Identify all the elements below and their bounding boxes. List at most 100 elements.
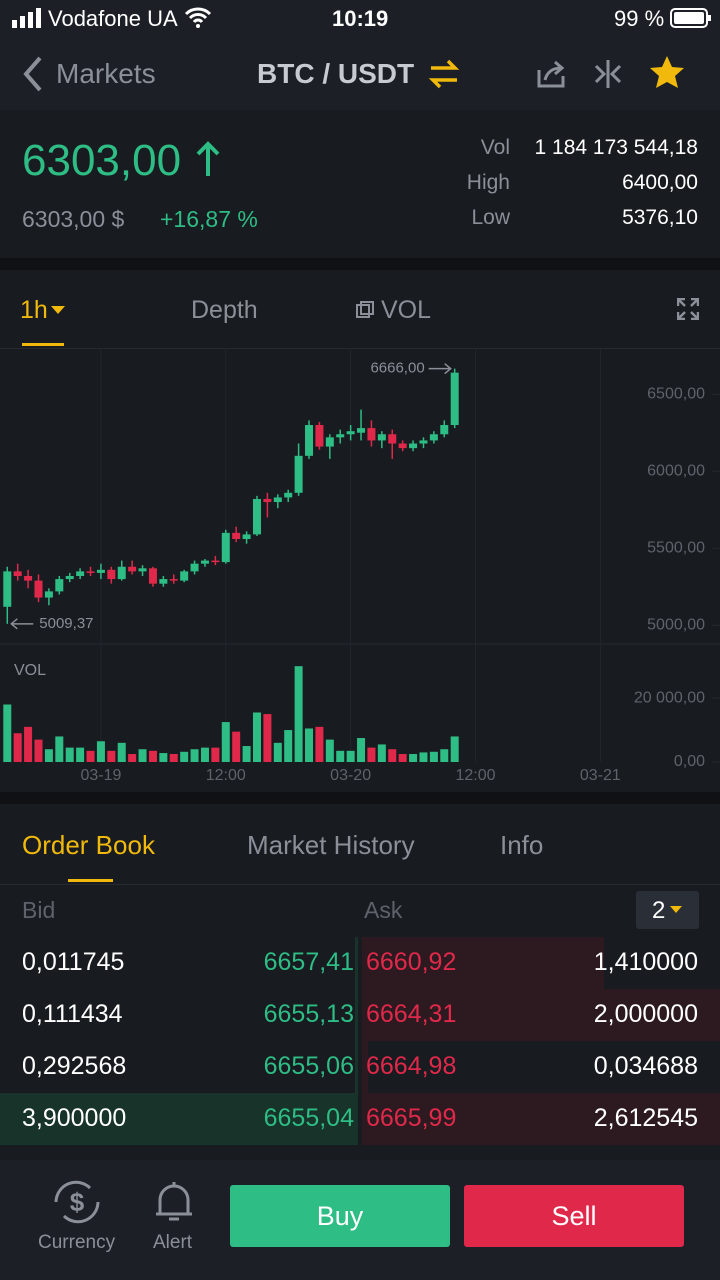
candle-body: [3, 571, 12, 607]
market-history-tab[interactable]: Market History: [247, 830, 415, 860]
sell-button[interactable]: Sell: [464, 1185, 684, 1247]
candle-body: [336, 434, 345, 438]
back-button[interactable]: Markets: [56, 58, 156, 89]
alert-icon[interactable]: [154, 1178, 194, 1224]
volume-bar: [284, 730, 293, 762]
candle-body: [159, 579, 168, 584]
compare-icon[interactable]: [592, 58, 624, 90]
candle-body: [346, 431, 355, 435]
volume-bar: [294, 666, 303, 762]
back-icon[interactable]: [22, 56, 44, 92]
volume-bar: [450, 736, 459, 762]
volume-bar: [346, 750, 355, 762]
share-icon[interactable]: [535, 58, 567, 90]
volume-bar: [388, 749, 397, 762]
candle-body: [44, 591, 53, 598]
bid-price: 6655,04: [263, 1104, 354, 1132]
bid-price: 6657,41: [263, 948, 354, 976]
candle-body: [325, 437, 334, 447]
x-tick-label: 12:00: [455, 767, 495, 784]
bid-depth: [355, 989, 358, 1041]
stat-value: 1 184 173 544,18: [534, 136, 699, 159]
min-annotation: 5009,37: [39, 615, 93, 632]
candle-body: [24, 575, 33, 581]
candle-body: [138, 568, 147, 572]
alert-button[interactable]: Alert: [153, 1232, 193, 1253]
candle-body: [34, 580, 43, 598]
y-tick-label: 6000,00: [647, 462, 705, 479]
x-tick-label: 03-20: [330, 767, 371, 784]
dropdown-caret: [670, 906, 682, 913]
tab-underline: [22, 343, 64, 346]
interval-tab[interactable]: 1h: [20, 296, 48, 324]
ask-amount: 2,000000: [593, 1000, 698, 1028]
candle-body: [377, 434, 386, 441]
volume-label: VOL: [14, 662, 46, 679]
ask-amount: 1,410000: [593, 948, 698, 976]
volume-bar: [221, 722, 230, 762]
spacer: [358, 936, 360, 1152]
ask-depth: [362, 1093, 720, 1145]
candle-body: [263, 498, 272, 503]
stat-value: 5376,10: [622, 206, 698, 229]
volume-bar: [55, 736, 64, 762]
buy-button[interactable]: Buy: [230, 1185, 450, 1247]
volume-bar: [336, 750, 345, 762]
ticker-panel: [0, 110, 720, 258]
currency-button[interactable]: Currency: [38, 1232, 116, 1253]
volume-bar: [117, 742, 126, 762]
info-tab[interactable]: Info: [500, 830, 544, 860]
pair-title[interactable]: BTC / USDT: [257, 58, 415, 89]
candle-body: [180, 571, 189, 581]
up-arrow: [196, 141, 220, 176]
x-tick-label: 03-19: [80, 767, 121, 784]
fullscreen-icon[interactable]: [677, 298, 699, 320]
volume-bar: [169, 754, 178, 762]
volume-bar: [159, 753, 168, 762]
volume-bar: [252, 712, 261, 762]
bid-depth: [355, 937, 358, 989]
volume-bar: [419, 752, 428, 762]
candle-body: [169, 579, 178, 581]
precision-select[interactable]: [636, 891, 699, 929]
favorite-icon[interactable]: [648, 54, 686, 92]
candle-body: [294, 455, 303, 493]
candle-body: [86, 571, 95, 573]
volume-bar: [200, 747, 209, 762]
vol-tab[interactable]: VOL: [381, 296, 432, 324]
candle-body: [388, 434, 397, 444]
candle-body: [190, 563, 199, 572]
fiat-price: 6303,00 $: [22, 206, 125, 232]
ask-depth: [362, 1041, 368, 1093]
candle-body: [221, 532, 230, 563]
candle-body: [367, 428, 376, 441]
candle-body: [273, 497, 282, 503]
volume-bar: [398, 754, 407, 762]
candle-body: [148, 568, 157, 584]
volume-bar: [34, 739, 43, 762]
candle-body: [232, 532, 241, 540]
volume-bar: [440, 749, 449, 762]
candle-body: [419, 440, 428, 444]
y-tick-label: 5000,00: [647, 617, 705, 634]
order-book-tab[interactable]: Order Book: [22, 830, 155, 860]
tab-underline: [68, 879, 113, 882]
volume-bar: [211, 747, 220, 762]
volume-bar: [86, 750, 95, 762]
top-bar: [0, 0, 720, 110]
signal-icon: [12, 8, 41, 28]
bid-depth: [0, 1093, 358, 1145]
currency-icon[interactable]: $: [50, 1180, 104, 1224]
bid-amount: 0,011745: [22, 948, 125, 976]
precision-value[interactable]: 2: [652, 897, 666, 924]
bid-amount: 0,292568: [22, 1052, 127, 1080]
candle-body: [55, 579, 64, 592]
depth-tab[interactable]: Depth: [191, 296, 258, 324]
stat-label: High: [466, 171, 510, 194]
volume-tick-label: 20 000,00: [634, 689, 705, 706]
volume-tick-label: 0,00: [674, 753, 705, 770]
volume-bar: [13, 733, 22, 762]
swap-icon[interactable]: [428, 58, 460, 90]
y-tick-label: 5500,00: [647, 539, 705, 556]
candle-body: [13, 571, 22, 576]
